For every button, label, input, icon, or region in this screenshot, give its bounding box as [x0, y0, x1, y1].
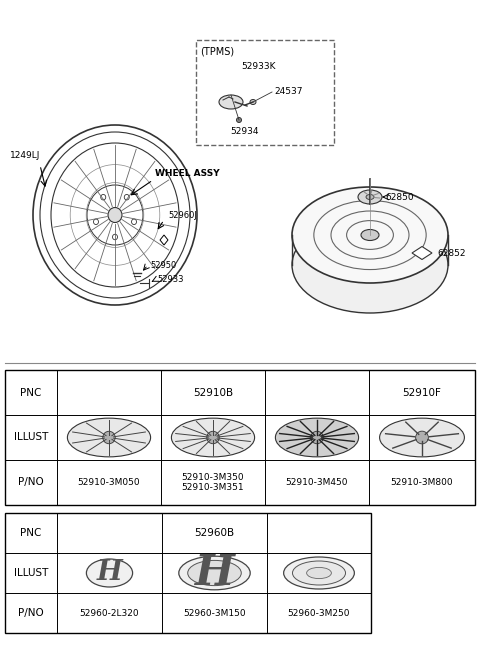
Text: 52910B: 52910B — [193, 388, 233, 398]
Text: (TPMS): (TPMS) — [200, 46, 234, 56]
Ellipse shape — [276, 418, 359, 457]
Ellipse shape — [380, 418, 465, 457]
Ellipse shape — [416, 431, 428, 444]
Text: 52933K: 52933K — [241, 62, 276, 71]
Text: 24537: 24537 — [274, 88, 302, 96]
Text: 52910-3M800: 52910-3M800 — [391, 478, 453, 487]
Ellipse shape — [292, 187, 448, 283]
Ellipse shape — [311, 431, 323, 443]
Ellipse shape — [108, 208, 122, 223]
Ellipse shape — [250, 100, 256, 105]
Text: ILLUST: ILLUST — [14, 432, 48, 443]
Ellipse shape — [361, 229, 379, 240]
Text: H: H — [194, 552, 234, 594]
Text: 52934: 52934 — [230, 127, 259, 136]
Text: 52933: 52933 — [157, 276, 183, 284]
Text: ILLUST: ILLUST — [14, 568, 48, 578]
Text: P/NO: P/NO — [18, 477, 44, 487]
Text: 52910-3M450: 52910-3M450 — [286, 478, 348, 487]
Ellipse shape — [358, 190, 382, 204]
Text: 52960B: 52960B — [194, 528, 234, 538]
Ellipse shape — [86, 559, 132, 587]
Ellipse shape — [292, 217, 448, 313]
Text: 52910-3M350
52910-3M351: 52910-3M350 52910-3M351 — [182, 473, 244, 492]
Text: P/NO: P/NO — [18, 608, 44, 618]
Polygon shape — [412, 246, 432, 259]
Text: 52910-3M050: 52910-3M050 — [78, 478, 140, 487]
Ellipse shape — [207, 431, 219, 443]
Text: H: H — [96, 559, 122, 586]
Ellipse shape — [188, 561, 241, 586]
Ellipse shape — [67, 418, 151, 457]
Text: 52950: 52950 — [150, 261, 176, 269]
Text: 62852: 62852 — [437, 248, 466, 257]
Ellipse shape — [112, 234, 118, 240]
Text: 52960J: 52960J — [168, 210, 197, 219]
Ellipse shape — [219, 95, 243, 109]
Text: 52960-2L320: 52960-2L320 — [80, 608, 139, 618]
Text: 52910F: 52910F — [403, 388, 442, 398]
Text: WHEEL ASSY: WHEEL ASSY — [155, 168, 220, 178]
Ellipse shape — [101, 195, 106, 200]
Ellipse shape — [307, 567, 331, 578]
Ellipse shape — [103, 431, 115, 443]
Bar — [5, 370, 475, 505]
Ellipse shape — [132, 219, 136, 225]
Ellipse shape — [94, 219, 98, 225]
Text: PNC: PNC — [20, 528, 42, 538]
Ellipse shape — [171, 418, 254, 457]
Ellipse shape — [179, 556, 250, 590]
Text: 52960-3M250: 52960-3M250 — [288, 608, 350, 618]
Text: 62850: 62850 — [385, 193, 414, 202]
Ellipse shape — [124, 195, 129, 200]
Ellipse shape — [292, 561, 346, 585]
Text: PNC: PNC — [20, 388, 42, 398]
Ellipse shape — [237, 117, 241, 122]
Polygon shape — [160, 235, 168, 245]
Text: 1249LJ: 1249LJ — [10, 151, 40, 160]
Ellipse shape — [366, 195, 374, 200]
Ellipse shape — [284, 557, 354, 589]
Text: 52960-3M150: 52960-3M150 — [183, 608, 246, 618]
Bar — [5, 513, 371, 633]
